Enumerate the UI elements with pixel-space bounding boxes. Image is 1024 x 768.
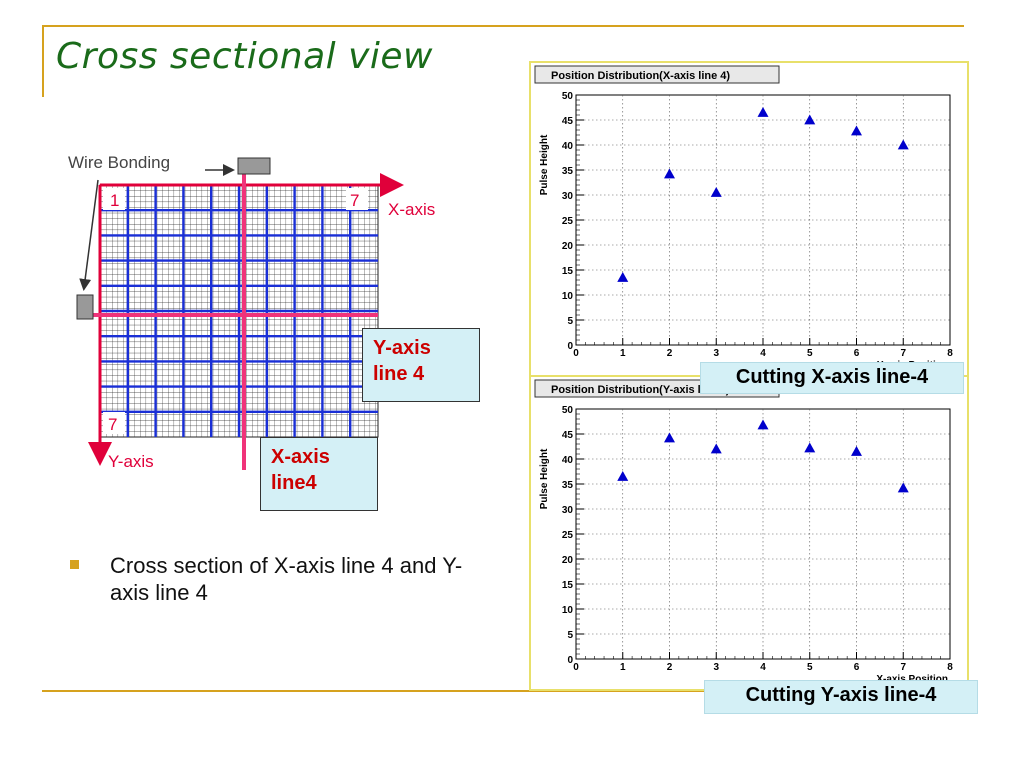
corner-label-7-left: 7 bbox=[108, 415, 117, 434]
x-tick-label: 6 bbox=[854, 662, 860, 673]
x-tick-label: 7 bbox=[900, 662, 906, 673]
chart-y-axis-line-4: Position Distribution(Y-axis line 4) 0 1 2 3… bbox=[534, 379, 953, 685]
x-tick-label: 8 bbox=[947, 348, 953, 359]
y-tick-label: 40 bbox=[562, 141, 574, 152]
data-point-marker bbox=[851, 125, 862, 136]
data-point-marker bbox=[897, 482, 909, 493]
corner-7-left-bg bbox=[103, 412, 125, 434]
x-tick-label: 6 bbox=[854, 348, 860, 359]
chart-title-box bbox=[534, 65, 780, 84]
callout-y-axis-line-4: Y-axis line 4 bbox=[362, 328, 480, 402]
caption-cutting-y: Cutting Y-axis line-4 bbox=[704, 680, 978, 714]
slide-title: Cross sectional view bbox=[56, 36, 433, 77]
callout-x-line1: X-axis bbox=[271, 446, 330, 468]
x-tick-label: 5 bbox=[807, 348, 813, 359]
wire-bonding-label: Wire Bonding bbox=[68, 153, 170, 172]
y-tick-label: 5 bbox=[567, 630, 573, 641]
wire-bond-pad-top bbox=[237, 157, 271, 175]
corner-label-1: 1 bbox=[110, 191, 119, 210]
y-tick-label: 45 bbox=[562, 116, 574, 127]
data-point-marker bbox=[710, 187, 722, 197]
callout-x-axis-line-4: X-axis line4 bbox=[260, 437, 378, 511]
y-tick-label: 15 bbox=[562, 580, 574, 591]
x-tick-label: 3 bbox=[713, 348, 719, 359]
x-tick-label: 4 bbox=[760, 348, 766, 359]
y-tick-label: 0 bbox=[567, 655, 573, 666]
callout-y-line2: line 4 bbox=[373, 363, 425, 385]
x-tick-label: 1 bbox=[620, 348, 626, 359]
chart-panel-top: Position Distribution(X-axis line 4) 0 1 2 3… bbox=[529, 61, 969, 377]
x-axis-label: X-axis bbox=[388, 200, 435, 219]
y-tick-label: 50 bbox=[562, 91, 574, 102]
wire-bond-pointer-left bbox=[79, 179, 99, 291]
x-tick-label: 3 bbox=[713, 662, 719, 673]
callout-y-line1: Y-axis bbox=[373, 337, 431, 359]
detector-grid-diagram: Wire Bonding X-axis Y-axis 1 7 7 bbox=[68, 153, 435, 471]
y-axis-title: Pulse Height bbox=[539, 448, 550, 509]
bullet-square-icon bbox=[70, 560, 79, 569]
chart-x-axis-line-4: Position Distribution(X-axis line 4) 0 1 2 3… bbox=[534, 65, 953, 371]
x-tick-label: 4 bbox=[760, 662, 766, 673]
chart-panel-bottom: Position Distribution(Y-axis line 4) 0 1 2 3… bbox=[529, 375, 969, 691]
y-tick-label: 45 bbox=[562, 430, 574, 441]
x-tick-label: 0 bbox=[573, 348, 579, 359]
x-tick-label: 7 bbox=[900, 348, 906, 359]
y-tick-label: 5 bbox=[567, 316, 573, 327]
y-tick-label: 40 bbox=[562, 455, 574, 466]
x-axis-title: X-axis Position bbox=[876, 674, 948, 685]
bullet-text: Cross section of X-axis line 4 and Y-axi… bbox=[110, 553, 463, 605]
x-tick-label: 2 bbox=[667, 348, 673, 359]
y-tick-label: 50 bbox=[562, 405, 574, 416]
decorative-top-rule bbox=[42, 25, 964, 27]
x-tick-label: 2 bbox=[667, 662, 673, 673]
data-point-marker bbox=[804, 442, 816, 453]
decorative-bottom-rule bbox=[42, 690, 964, 692]
x-tick-label: 1 bbox=[620, 662, 626, 673]
chart-title: Position Distribution(X-axis line 4) bbox=[551, 70, 730, 82]
corner-1-bg bbox=[103, 188, 125, 210]
chart-title: Position Distribution(Y-axis line 4) bbox=[551, 384, 730, 396]
y-tick-label: 30 bbox=[562, 191, 574, 202]
data-point-marker bbox=[804, 114, 816, 125]
caption-cutting-x: Cutting X-axis line-4 bbox=[700, 362, 964, 394]
data-point-marker bbox=[710, 443, 722, 454]
y-axis-label: Y-axis bbox=[108, 452, 154, 471]
data-point-marker bbox=[757, 419, 769, 430]
y-tick-label: 35 bbox=[562, 166, 574, 177]
callout-x-line2: line4 bbox=[271, 472, 317, 494]
x-tick-label: 0 bbox=[573, 662, 579, 673]
corner-7-top-bg bbox=[346, 188, 368, 210]
y-tick-label: 10 bbox=[562, 291, 574, 302]
y-axis-title: Pulse Height bbox=[539, 134, 550, 195]
y-tick-label: 15 bbox=[562, 266, 574, 277]
y-tick-label: 20 bbox=[562, 241, 574, 252]
corner-label-7-top: 7 bbox=[350, 191, 359, 210]
data-point-marker bbox=[617, 272, 629, 282]
x-tick-label: 5 bbox=[807, 662, 813, 673]
y-tick-label: 25 bbox=[562, 530, 574, 541]
x-tick-label: 8 bbox=[947, 662, 953, 673]
y-tick-label: 0 bbox=[567, 341, 573, 352]
y-tick-label: 35 bbox=[562, 480, 574, 491]
decorative-vertical-rule bbox=[42, 25, 44, 97]
data-point-marker bbox=[897, 139, 909, 150]
y-tick-label: 10 bbox=[562, 605, 574, 616]
data-point-marker bbox=[757, 107, 769, 117]
wire-bond-pad-left bbox=[76, 294, 94, 320]
blue-grid-lines bbox=[100, 185, 378, 437]
y-tick-label: 20 bbox=[562, 555, 574, 566]
y-tick-label: 25 bbox=[562, 216, 574, 227]
data-point-marker bbox=[617, 471, 629, 481]
data-point-marker bbox=[664, 168, 675, 179]
data-point-marker bbox=[851, 446, 862, 456]
y-tick-label: 30 bbox=[562, 505, 574, 516]
data-point-marker bbox=[664, 432, 675, 443]
